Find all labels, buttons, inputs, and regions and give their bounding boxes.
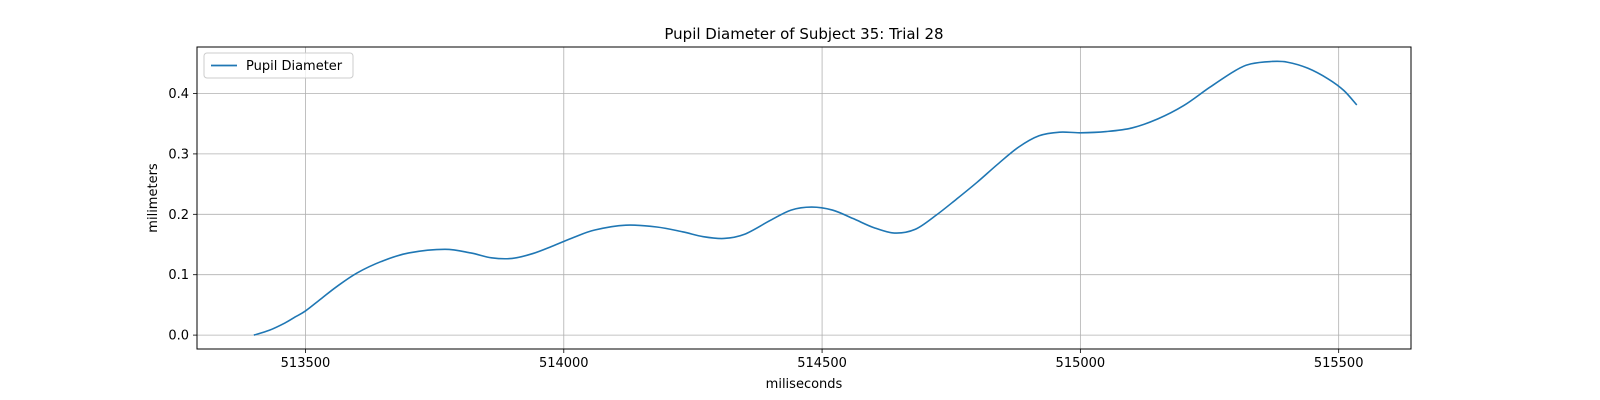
- y-tick-label: 0.3: [168, 147, 189, 162]
- y-axis-ticks: 0.0 0.1 0.2 0.3 0.4: [168, 87, 197, 344]
- y-tick-label: 0.1: [168, 268, 189, 283]
- x-tick-label: 513500: [281, 356, 331, 371]
- x-axis-ticks: 513500 514000 514500 515000 515500: [281, 349, 1364, 371]
- y-tick-label: 0.4: [168, 87, 189, 102]
- y-axis-label: milimeters: [146, 163, 161, 233]
- x-tick-label: 514000: [539, 356, 589, 371]
- series-line-pupil-diameter: [253, 60, 1358, 336]
- plot-frame: [196, 46, 1412, 350]
- x-axis-label: miliseconds: [766, 377, 843, 392]
- grid: [197, 47, 1411, 349]
- y-tick-label: 0.2: [168, 208, 189, 223]
- legend: Pupil Diameter: [203, 52, 354, 79]
- legend-label-pupil-diameter: Pupil Diameter: [246, 59, 343, 74]
- x-tick-label: 515500: [1314, 356, 1364, 371]
- series-layer: [253, 60, 1358, 336]
- y-tick-label: 0.0: [168, 329, 189, 344]
- legend-box: [203, 52, 354, 79]
- plot-area: [197, 47, 1411, 349]
- x-tick-label: 515000: [1056, 356, 1106, 371]
- chart-title: Pupil Diameter of Subject 35: Trial 28: [664, 25, 943, 43]
- x-tick-label: 514500: [797, 356, 847, 371]
